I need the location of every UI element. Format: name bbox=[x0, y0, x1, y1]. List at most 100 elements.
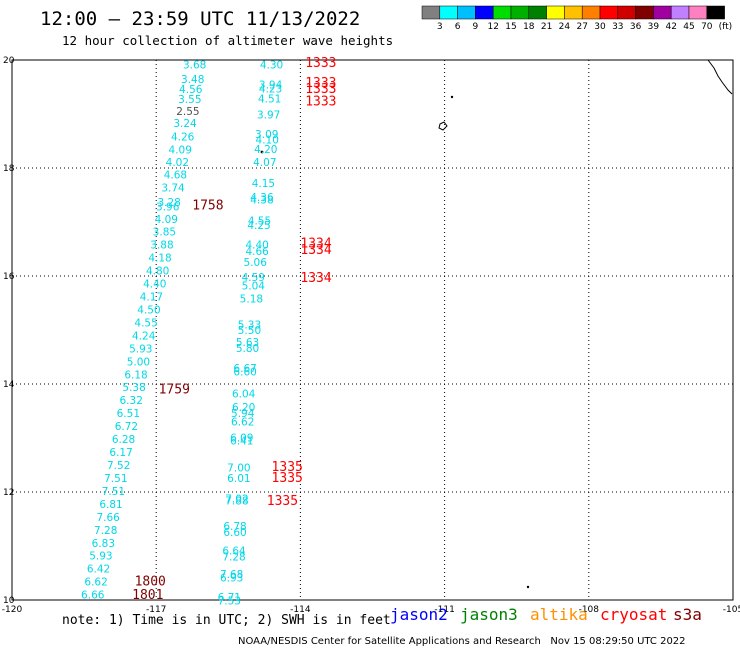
wave-height-value: 6.09 bbox=[230, 432, 253, 444]
pass-time-label: 1335 bbox=[267, 494, 298, 509]
color-scale-label: 21 bbox=[541, 22, 552, 32]
island-marker bbox=[260, 150, 264, 154]
color-scale-swatch bbox=[653, 5, 672, 20]
color-scale-swatch bbox=[617, 5, 636, 20]
wave-height-value: 7.51 bbox=[102, 486, 125, 498]
color-scale-label: 27 bbox=[576, 22, 587, 32]
wave-height-value: 7.88 bbox=[225, 496, 248, 508]
wave-height-value: 4.38 bbox=[250, 194, 273, 206]
wave-height-value: 3.55 bbox=[178, 94, 201, 106]
color-scale-label: 15 bbox=[505, 22, 516, 32]
wave-height-value: 4.66 bbox=[245, 246, 269, 258]
wave-height-value: 6.67 bbox=[233, 363, 256, 375]
wave-height-value: 6.01 bbox=[227, 473, 250, 485]
wave-height-value: 3.94 bbox=[259, 79, 283, 91]
latitude-tick-label: 18 bbox=[3, 164, 15, 174]
wave-height-value: 5.50 bbox=[238, 325, 261, 337]
wave-height-value: 3.28 bbox=[157, 197, 180, 209]
color-scale-swatch bbox=[528, 5, 547, 20]
wave-height-value: 7.02 bbox=[225, 493, 248, 505]
color-scale-swatch bbox=[670, 5, 690, 20]
color-scale-label: 33 bbox=[612, 22, 623, 32]
color-scale-label: 45 bbox=[683, 22, 694, 32]
wave-height-value: 3.24 bbox=[173, 118, 197, 130]
longitude-tick-label: -117 bbox=[146, 605, 166, 615]
color-scale-swatch bbox=[510, 5, 530, 20]
wave-height-value: 4.55 bbox=[248, 215, 271, 227]
color-scale-swatch bbox=[492, 5, 512, 20]
wave-height-value: 6.78 bbox=[223, 521, 246, 533]
wave-height-value: 5.80 bbox=[236, 343, 259, 355]
island-marker bbox=[450, 95, 454, 99]
wave-height-value: 6.93 bbox=[220, 572, 243, 584]
wave-height-value: 6.62 bbox=[231, 416, 254, 428]
latitude-tick-label: 16 bbox=[3, 272, 15, 282]
wave-height-value: 3.96 bbox=[156, 201, 180, 213]
wave-height-value: 4.10 bbox=[256, 134, 279, 146]
wave-height-value: 4.02 bbox=[166, 157, 189, 169]
color-scale-label: 9 bbox=[473, 22, 479, 32]
wave-height-value: 4.30 bbox=[260, 59, 283, 71]
island-outline bbox=[438, 121, 448, 131]
wave-height-value: 6.60 bbox=[233, 367, 256, 379]
color-scale-label: 6 bbox=[455, 22, 461, 32]
wave-height-value: 6.41 bbox=[230, 436, 253, 448]
map-subtitle: 12 hour collection of altimeter wave hei… bbox=[62, 33, 394, 48]
pass-time-label: 1333 bbox=[305, 82, 336, 97]
latitude-tick-label: 12 bbox=[3, 488, 14, 498]
longitude-tick-label: -108 bbox=[579, 605, 600, 615]
wave-height-value: 3.74 bbox=[161, 182, 185, 194]
wave-height-value: 4.51 bbox=[258, 93, 281, 105]
color-scale-swatch bbox=[706, 5, 725, 20]
wave-height-value: 4.20 bbox=[254, 144, 277, 156]
satellite-legend-cryosat: cryosat bbox=[600, 605, 668, 624]
longitude-tick-label: -111 bbox=[434, 605, 454, 615]
wave-height-value: 6.17 bbox=[109, 447, 132, 459]
wave-height-value: 3.68 bbox=[183, 59, 206, 71]
pass-time-label: 1333 bbox=[305, 56, 336, 71]
wave-height-value: 7.52 bbox=[107, 460, 130, 472]
wave-height-value: 4.09 bbox=[169, 145, 192, 157]
wave-height-value: 5.33 bbox=[238, 320, 261, 332]
wave-height-value: 5.00 bbox=[127, 356, 150, 368]
wave-height-value: 7.00 bbox=[227, 463, 250, 475]
wave-height-value: 6.72 bbox=[115, 421, 138, 433]
wave-height-value: 4.25 bbox=[247, 220, 270, 232]
color-scale-swatch bbox=[564, 5, 583, 20]
credit-footer: NOAA/NESDIS Center for Satellite Applica… bbox=[238, 636, 686, 647]
color-scale-swatch bbox=[421, 5, 441, 20]
pass-time-label: 1333 bbox=[305, 76, 336, 91]
pass-time-label: 1801 bbox=[132, 588, 163, 603]
wave-height-value: 3.97 bbox=[257, 110, 280, 122]
wave-height-value: 5.93 bbox=[89, 551, 112, 563]
wave-height-value: 3.85 bbox=[153, 227, 176, 239]
color-scale-swatch bbox=[457, 5, 476, 20]
wave-height-value: 5.04 bbox=[242, 281, 266, 293]
color-scale-label: 39 bbox=[648, 22, 660, 32]
island-marker bbox=[526, 585, 530, 589]
longitude-tick-label: -105 bbox=[723, 605, 740, 615]
wave-height-value: 6.71 bbox=[218, 592, 241, 604]
color-scale-label: 24 bbox=[559, 22, 571, 32]
wave-height-value: 6.60 bbox=[223, 527, 246, 539]
color-scale-label: 42 bbox=[665, 22, 676, 32]
color-scale-swatch bbox=[635, 5, 654, 20]
units-note: note: 1) Time is in UTC; 2) SWH is in fe… bbox=[62, 613, 391, 628]
color-scale-swatch bbox=[581, 5, 601, 20]
wave-height-value: 6.42 bbox=[87, 564, 110, 576]
color-scale-swatch bbox=[688, 5, 708, 20]
latitude-tick-label: 10 bbox=[3, 596, 15, 606]
color-scale-label: 70 bbox=[701, 22, 713, 32]
wave-height-value: 5.38 bbox=[122, 382, 145, 394]
wave-height-value: 4.09 bbox=[155, 214, 178, 226]
coastline bbox=[707, 59, 733, 95]
color-scale-unit: (ft) bbox=[719, 22, 733, 32]
wave-height-value: 6.04 bbox=[232, 389, 256, 401]
wave-height-value: 7.28 bbox=[222, 551, 245, 563]
wave-height-value: 7.51 bbox=[104, 473, 127, 485]
satellite-legend-altika: altika bbox=[530, 605, 588, 624]
color-scale-swatch bbox=[546, 5, 565, 20]
wave-height-value: 6.62 bbox=[84, 577, 107, 589]
map-title: 12:00 – 23:59 UTC 11/13/2022 bbox=[40, 8, 361, 30]
wave-height-value: 4.40 bbox=[245, 240, 268, 252]
